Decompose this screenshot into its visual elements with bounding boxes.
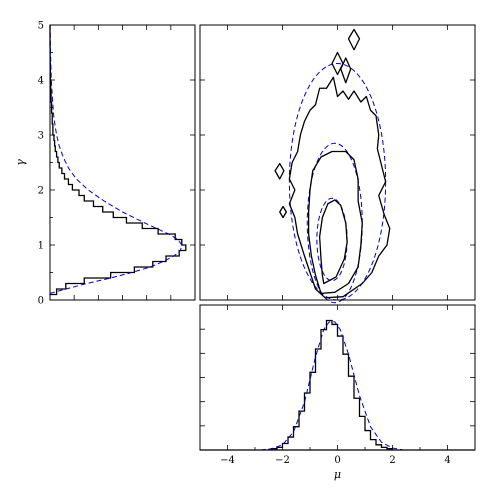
gamma-axis-label: γ <box>14 159 27 166</box>
gamma-fit-curve <box>49 24 183 294</box>
gamma-ytick-label: 3 <box>38 131 44 142</box>
data-contour-inner <box>318 199 348 285</box>
mu-xtick-label: −2 <box>275 455 290 466</box>
gamma-histogram <box>49 25 187 296</box>
mu-xtick-label: 0 <box>334 455 340 466</box>
data-contour-middle <box>307 150 363 295</box>
mu-xtick-label: 2 <box>389 455 395 466</box>
panel-mu-marginal: −4 −2 0 2 4 μ <box>199 304 476 481</box>
gamma-ytick-label: 1 <box>38 241 44 252</box>
data-contour-outer-island <box>279 205 287 219</box>
gamma-panel-frame <box>49 24 196 301</box>
gamma-ytick-label: 2 <box>38 186 44 197</box>
mu-histogram <box>270 319 394 450</box>
panel-joint-contours <box>199 24 476 304</box>
gamma-ytick-label: 5 <box>38 21 44 32</box>
mu-xtick-label: 4 <box>444 455 450 466</box>
data-contour-outer-island <box>274 162 285 180</box>
mu-xtick-label: −4 <box>220 455 235 466</box>
data-contour-outer <box>288 76 391 299</box>
gamma-ytick-label: 0 <box>38 296 44 307</box>
fit-contour-outer <box>288 63 387 301</box>
data-contour-outer-island <box>347 28 361 51</box>
panel-gamma-marginal: 0 1 2 3 4 5 γ <box>14 21 196 307</box>
mu-fit-curve <box>260 321 404 451</box>
mu-axis-label: μ <box>334 468 341 481</box>
gamma-ytick-label: 4 <box>38 76 44 87</box>
joint-panel-frame <box>199 24 476 301</box>
data-contour-outer-island <box>340 57 352 84</box>
